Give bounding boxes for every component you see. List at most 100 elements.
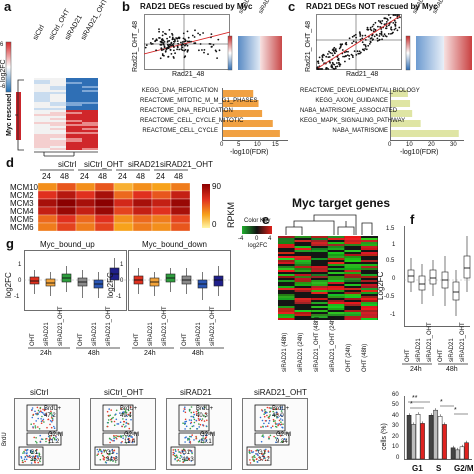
e-heatmap-cell xyxy=(311,260,328,262)
cellcycle-bar xyxy=(437,416,443,460)
facs-event xyxy=(113,439,115,442)
facs-event xyxy=(193,413,196,416)
facs-event xyxy=(263,422,265,425)
e-heatmap-cell xyxy=(311,250,328,252)
facs-event xyxy=(186,459,188,462)
facs-event xyxy=(21,461,24,464)
f-box xyxy=(463,255,471,279)
e-heatmap-cell xyxy=(278,316,295,318)
panel-label-e: e xyxy=(262,212,270,227)
facs-event xyxy=(273,414,276,416)
cc-tick: 30 xyxy=(392,423,399,429)
scatter-point xyxy=(355,41,357,44)
e-heatmap-cell xyxy=(344,252,361,254)
facs-event xyxy=(113,420,116,423)
facs-event xyxy=(106,425,109,428)
facs-event xyxy=(103,456,106,459)
scatter-point xyxy=(334,67,337,70)
facs-event xyxy=(106,452,109,455)
facs-event xyxy=(31,408,33,411)
a-myc-rescued-label: Myc rescued xyxy=(6,93,13,136)
g-cat: siRAD21 xyxy=(44,322,50,346)
facs-event xyxy=(125,422,128,424)
e-heatmap-cell xyxy=(278,266,295,268)
scatter-point xyxy=(340,43,343,46)
scatter-point xyxy=(173,46,175,48)
e-heatmap-cell xyxy=(361,264,378,266)
go-bar xyxy=(391,130,459,137)
a-heatmap-cell xyxy=(34,118,50,120)
cellcycle-bar xyxy=(455,449,460,460)
e-heatmap-cell xyxy=(327,276,345,278)
scatter-point xyxy=(181,49,184,51)
scatter-point xyxy=(339,63,342,66)
cc-cat: S xyxy=(436,464,442,473)
facs-gate-label: G1 xyxy=(30,450,39,456)
e-heatmap-cell xyxy=(327,256,345,258)
facs-event xyxy=(184,421,186,423)
d-heatmap-cell xyxy=(132,190,153,200)
facs-event xyxy=(175,454,178,457)
scatter-point xyxy=(321,55,324,57)
a-heatmap-cell xyxy=(66,104,82,106)
facs-event xyxy=(111,459,113,461)
facs-event xyxy=(99,458,102,461)
scatter-point xyxy=(371,33,374,36)
e-heatmap-cell xyxy=(311,264,328,266)
facs-event xyxy=(269,414,271,416)
a-heatmap-cell xyxy=(66,112,82,114)
facs-event xyxy=(190,435,192,438)
facs-event xyxy=(38,454,40,457)
f-tick: -0.5 xyxy=(384,294,395,300)
e-heatmap-cell xyxy=(311,314,328,316)
d-row: MCM2 xyxy=(10,191,34,200)
facs-event xyxy=(193,421,196,424)
e-heatmap-cell xyxy=(311,298,328,300)
facs-event xyxy=(37,409,40,412)
scatter-point xyxy=(361,34,364,37)
a-heatmap-cell xyxy=(50,92,66,94)
facs-gate-label: G2-M xyxy=(276,432,291,438)
scatter-point xyxy=(353,34,356,37)
scatter-point xyxy=(336,65,339,68)
cellcycle-bar-chart xyxy=(404,396,472,460)
facs-event xyxy=(49,437,51,440)
f-cat: siRAD21 xyxy=(449,338,455,362)
scatter-point xyxy=(394,14,397,16)
facs-event xyxy=(110,420,113,423)
facs-event xyxy=(264,411,267,414)
a-heatmap-cell xyxy=(50,106,66,108)
scatter-point xyxy=(363,49,365,52)
e-key-tick: 0 xyxy=(255,236,259,242)
a-heatmap-cell xyxy=(50,132,66,134)
facs-event xyxy=(108,408,110,410)
facs-event xyxy=(192,411,195,414)
facs-event xyxy=(260,440,263,443)
e-heatmap-cell xyxy=(311,302,328,304)
scatter-point xyxy=(162,42,165,45)
facs-event xyxy=(252,458,254,460)
facs-gate-label: G2-M xyxy=(124,432,139,438)
facs-event xyxy=(39,457,42,460)
scatter-point xyxy=(364,44,367,47)
scatter-point xyxy=(393,19,396,22)
a-heatmap-cell xyxy=(82,96,98,98)
d-heatmap-cell xyxy=(56,214,77,224)
a-heatmap-cell xyxy=(50,128,66,130)
scatter-point xyxy=(371,25,374,28)
e-heatmap-cell xyxy=(278,260,295,262)
scatter-point xyxy=(332,49,335,51)
facs-event xyxy=(263,455,265,458)
d-heatmap-cell xyxy=(170,190,191,200)
facs-event xyxy=(187,437,189,440)
scatter-point xyxy=(366,28,369,31)
facs-event xyxy=(31,459,33,462)
scatter-point xyxy=(167,40,169,42)
e-heatmap-cell xyxy=(294,308,312,310)
b-term: REACTOME_CELL_CYCLE_MITOTIC xyxy=(140,118,244,124)
facs-event xyxy=(268,422,270,424)
facs-event xyxy=(55,436,57,438)
scatter-point xyxy=(333,52,336,54)
a-heatmap-cell xyxy=(66,100,82,102)
a-heatmap-cell xyxy=(34,110,50,112)
